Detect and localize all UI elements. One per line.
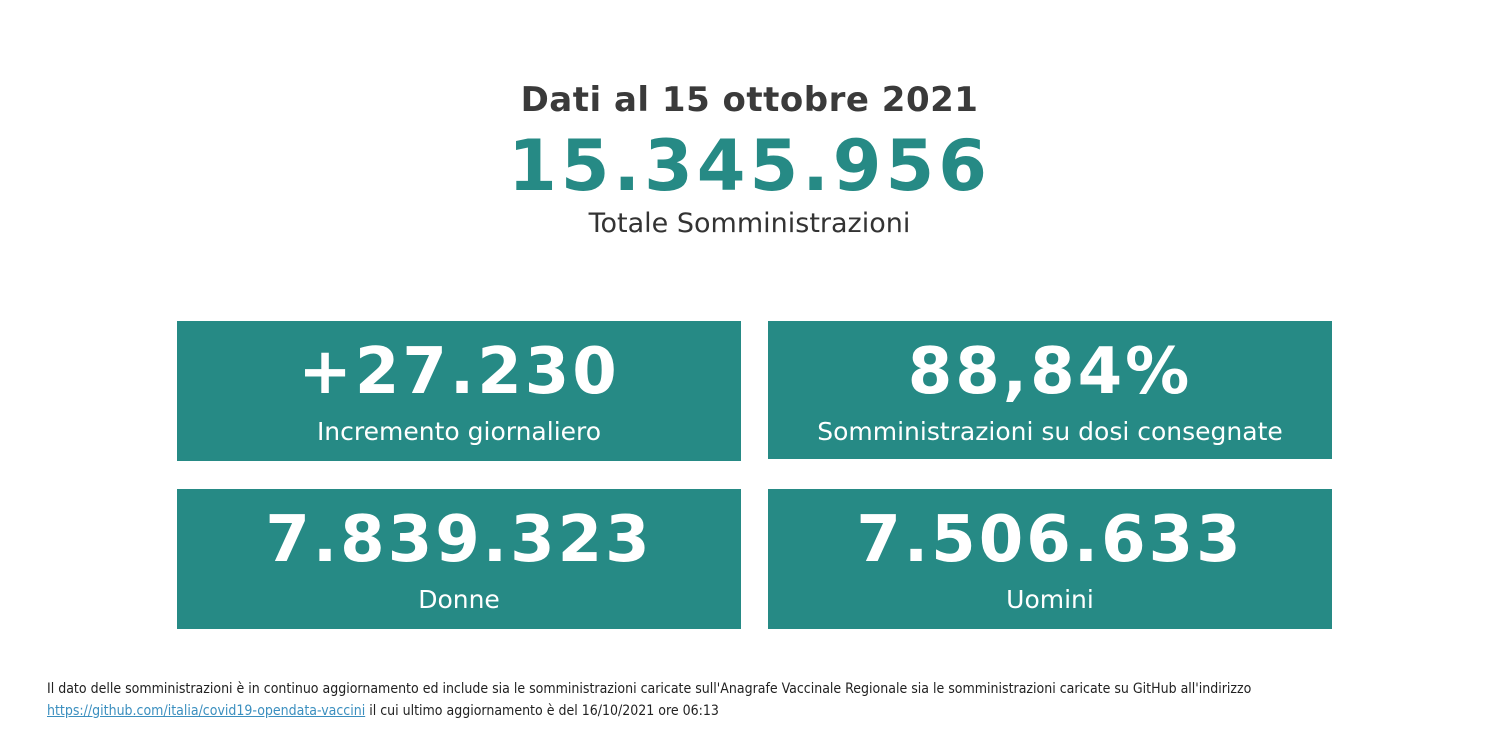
footnote-update-text: il cui ultimo aggiornamento è del 16/10/… — [365, 703, 719, 719]
daily-increment-card: +27.230 Incremento giornaliero — [177, 321, 741, 461]
footnote: Il dato delle somministrazioni è in cont… — [47, 678, 1487, 722]
delivered-doses-ratio-label: Somministrazioni su dosi consegnate — [817, 417, 1283, 446]
women-card: 7.839.323 Donne — [177, 489, 741, 629]
total-administrations-label: Totale Somministrazioni — [588, 208, 911, 239]
total-administrations-value: 15.345.956 — [508, 125, 991, 207]
daily-increment-label: Incremento giornaliero — [316, 417, 602, 446]
women-value: 7.839.323 — [265, 503, 653, 577]
delivered-doses-ratio-card: 88,84% Somministrazioni su dosi consegna… — [768, 321, 1332, 459]
github-link[interactable]: https://github.com/italia/covid19-openda… — [47, 703, 366, 719]
men-card: 7.506.633 Uomini — [768, 489, 1332, 629]
men-value: 7.506.633 — [856, 503, 1244, 577]
men-label: Uomini — [1006, 585, 1094, 614]
women-label: Donne — [418, 585, 500, 614]
date-title: Dati al 15 ottobre 2021 — [520, 80, 979, 120]
summary-header: Dati al 15 ottobre 2021 15.345.956 Total… — [0, 78, 1499, 242]
footnote-text: Il dato delle somministrazioni è in cont… — [47, 681, 1252, 697]
daily-increment-value: +27.230 — [298, 335, 620, 409]
delivered-doses-ratio-value: 88,84% — [907, 335, 1193, 409]
